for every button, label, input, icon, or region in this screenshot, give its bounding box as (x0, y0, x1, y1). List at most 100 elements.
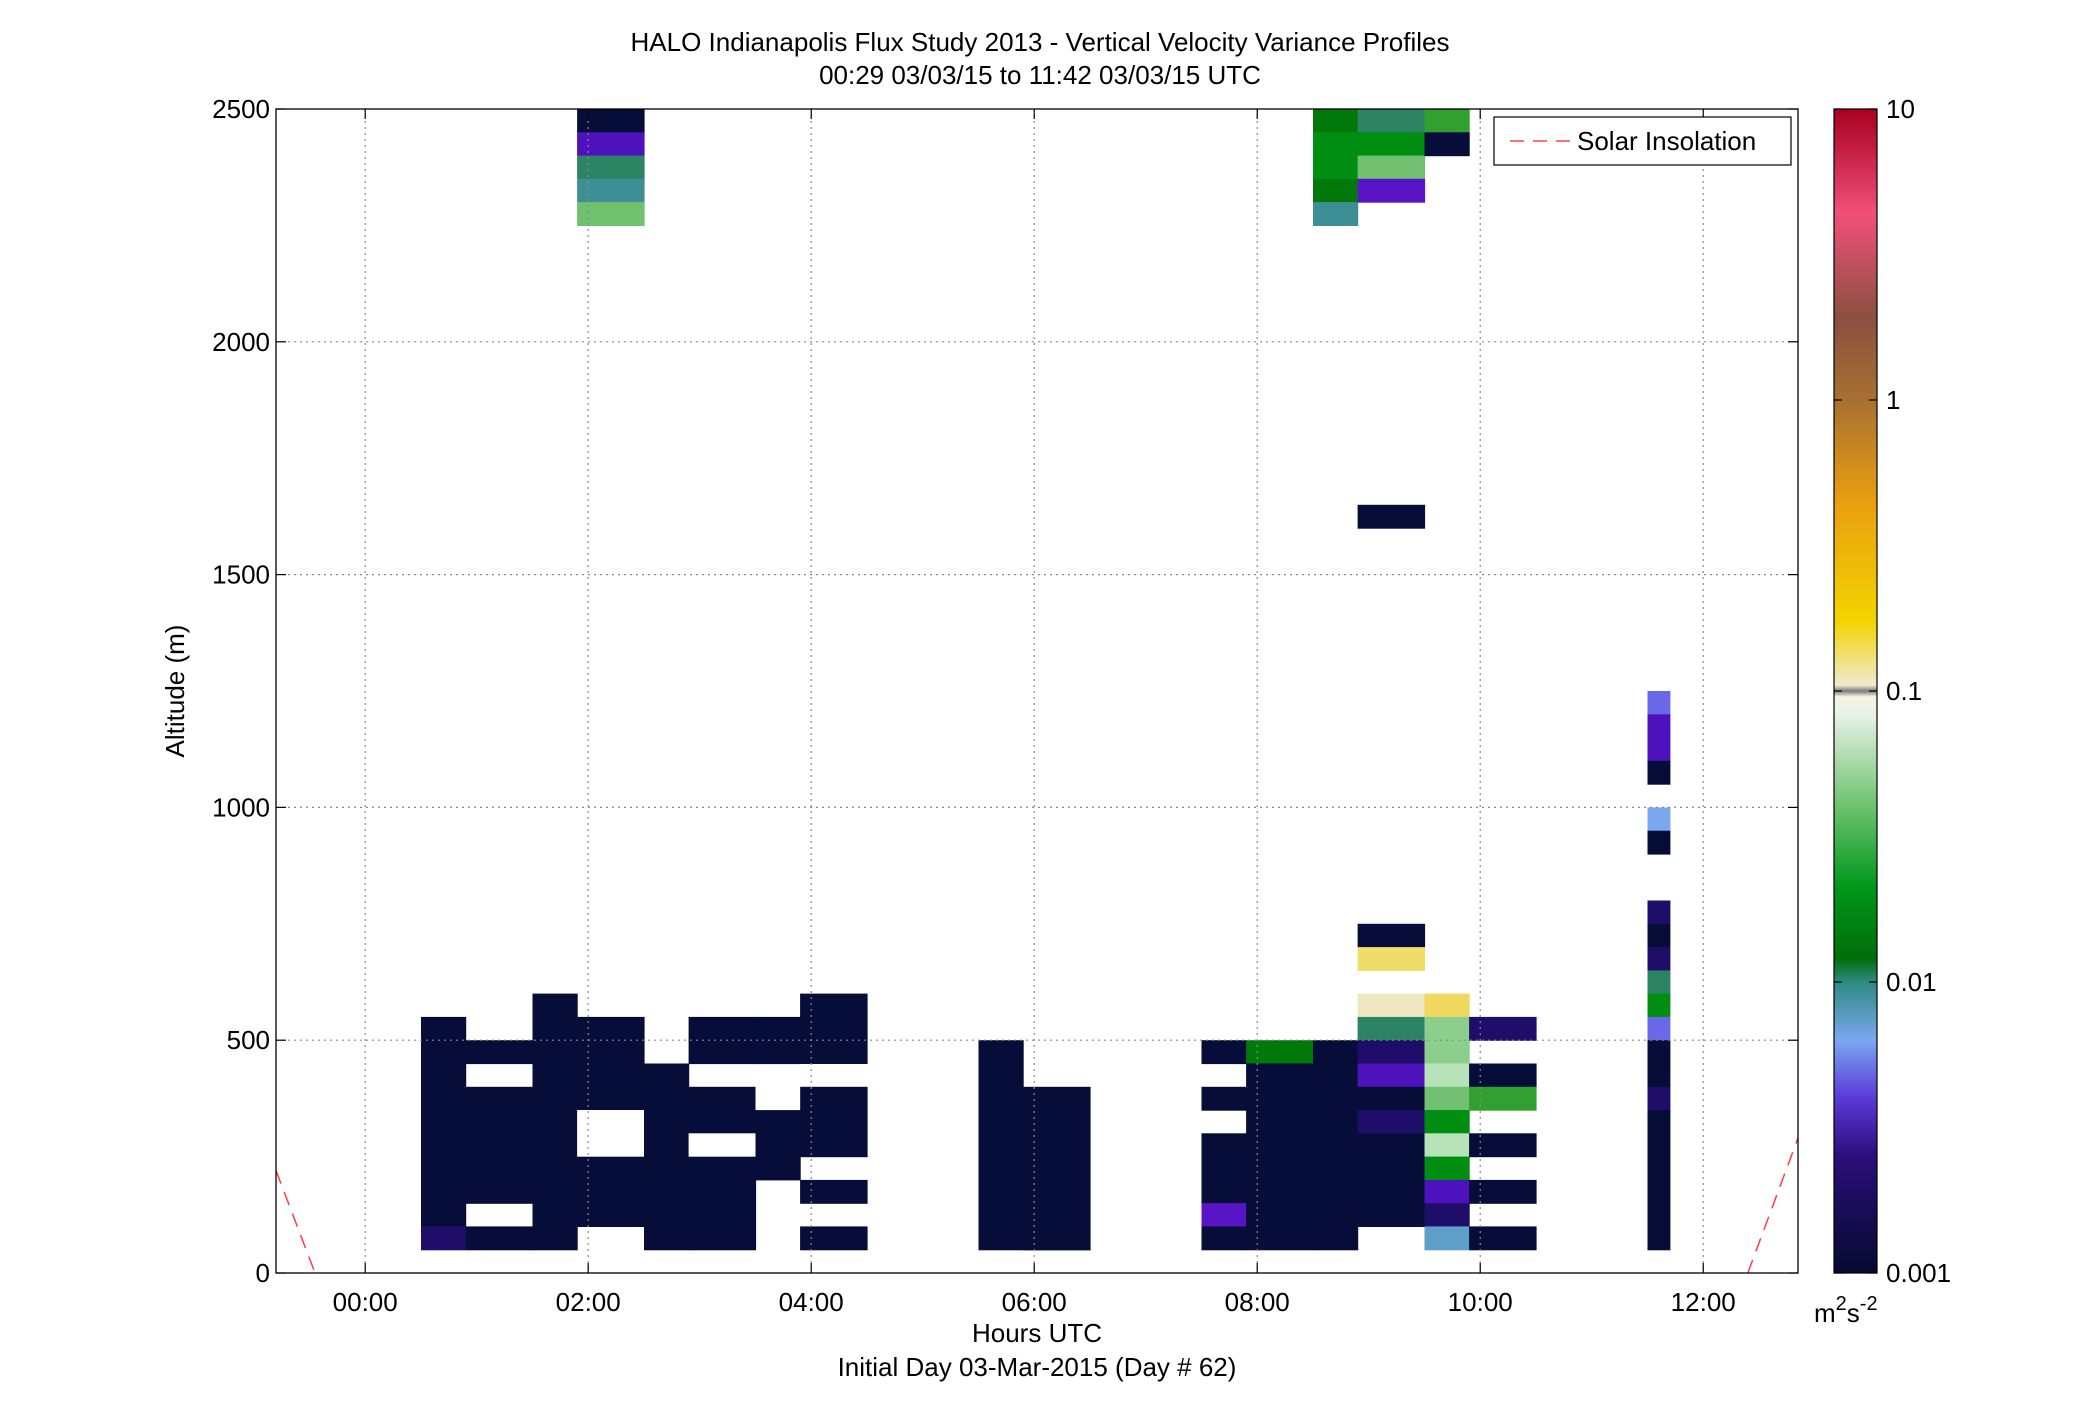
colorbar-unit: m2s-2 (1814, 1293, 1878, 1328)
solar-insolation-line (1747, 1137, 1799, 1274)
heatmap-cell (1647, 970, 1671, 995)
heatmap-gap (755, 1086, 801, 1111)
heatmap-cell (800, 1179, 868, 1204)
x-tick-label: 06:00 (1002, 1287, 1067, 1317)
heatmap-cell (1647, 1110, 1671, 1251)
heatmap-cell (1647, 760, 1671, 785)
colorbar-unit-s: s (1847, 1298, 1860, 1328)
heatmap-cell (1424, 1063, 1470, 1088)
x-tick-label: 02:00 (556, 1287, 621, 1317)
heatmap-cell (465, 1086, 534, 1204)
heatmap-cell (577, 132, 645, 157)
heatmap-cell (1357, 923, 1426, 948)
heatmap-cell (1023, 1086, 1091, 1251)
heatmap-cell (465, 1040, 534, 1065)
colorbar-unit-sup1: 2 (1836, 1293, 1847, 1315)
heatmap-cell (1313, 109, 1359, 133)
heatmap-cell (1647, 830, 1671, 855)
heatmap-cell (1357, 947, 1426, 971)
heatmap-cell (1424, 1156, 1470, 1181)
x-axis-sublabel: Initial Day 03-Mar-2015 (Day # 62) (838, 1352, 1237, 1382)
heatmap-cell (1469, 1063, 1537, 1088)
colorbar-tick-label: 0.001 (1886, 1258, 1951, 1288)
heatmap-cell (1313, 178, 1359, 203)
heatmap-cell (978, 1040, 1024, 1251)
heatmap-cell (1246, 1040, 1314, 1065)
heatmap-cell (1246, 1063, 1314, 1251)
heatmap-cell (1357, 109, 1426, 133)
legend: Solar Insolation (1493, 116, 1792, 166)
grid-lines (276, 109, 1798, 1273)
colorbar-tick-label: 0.1 (1886, 676, 1922, 706)
chart-title: HALO Indianapolis Flux Study 2013 - Vert… (631, 27, 1450, 57)
heatmap-cell (1469, 1179, 1537, 1204)
heatmap-cell (1313, 1040, 1359, 1251)
heatmap-cell (1647, 1086, 1671, 1111)
heatmap-cell (1469, 1016, 1537, 1041)
heatmap-cell (577, 178, 645, 203)
y-tick-label: 1000 (212, 792, 270, 822)
heatmap-gap (577, 1110, 644, 1157)
heatmap-cell (1647, 1040, 1671, 1088)
heatmap-cell (1313, 155, 1359, 180)
heatmap-cell (644, 1063, 690, 1251)
chart-subtitle: 00:29 03/03/15 to 11:42 03/03/15 UTC (819, 60, 1261, 90)
x-axis-label: Hours UTC (972, 1318, 1102, 1348)
heatmap-cell (800, 1086, 868, 1158)
heatmap-cell (1647, 900, 1671, 925)
y-tick-label: 0 (256, 1258, 270, 1288)
solar-insolation-line (275, 1170, 316, 1274)
heatmap-cell (1647, 993, 1671, 1018)
x-tick-label: 04:00 (779, 1287, 844, 1317)
heatmap-cell (532, 993, 578, 1251)
heatmap-cell (1424, 109, 1470, 133)
heatmap-cell (1424, 1086, 1470, 1111)
plot-area (276, 109, 1798, 1273)
colorbar-tick-label: 10 (1886, 94, 1915, 124)
heatmap-cell (1424, 1133, 1470, 1158)
heatmap-cell (465, 1226, 534, 1251)
x-tick-label: 12:00 (1671, 1287, 1736, 1317)
heatmap-cell (577, 109, 645, 133)
heatmap-cell (1313, 202, 1359, 226)
x-axis-ticks: 00:00 02:00 04:00 06:00 08:00 10:00 12:00 (333, 109, 1736, 1317)
heatmap-cell (755, 1110, 801, 1181)
heatmap-cell (1469, 1086, 1537, 1111)
heatmap-cell (1424, 1226, 1470, 1251)
y-axis-label: Altitude (m) (160, 625, 190, 758)
heatmap-cell (577, 1016, 645, 1111)
x-tick-label: 08:00 (1225, 1287, 1290, 1317)
heatmap-cell (1424, 1203, 1470, 1228)
heatmap-cell (1647, 714, 1671, 762)
heatmap-cell (1201, 1226, 1247, 1251)
heatmap-cell (577, 155, 645, 180)
colorbar-unit-sup2: -2 (1860, 1293, 1878, 1315)
heatmap-cell (1647, 807, 1671, 832)
colorbar-tick-label: 0.01 (1886, 967, 1937, 997)
heatmap-cell (1201, 1040, 1247, 1065)
y-tick-label: 2000 (212, 327, 270, 357)
heatmap-cell (1201, 1133, 1247, 1204)
heatmap-cell (1647, 691, 1671, 715)
heatmap-cell (421, 1016, 467, 1227)
heatmap-cell (1357, 1110, 1426, 1134)
heatmap-cell (1469, 1133, 1537, 1158)
y-axis-ticks: 0 500 1000 1500 2000 2500 (212, 94, 1798, 1288)
y-tick-label: 2500 (212, 94, 270, 124)
plot-frame (275, 108, 1799, 1274)
heatmap-cell (688, 1086, 757, 1134)
x-tick-label: 10:00 (1448, 1287, 1513, 1317)
heatmap-cell (1357, 155, 1426, 180)
heatmap-cell (1647, 1016, 1671, 1041)
colorbar-ticks: 0.001 0.01 0.1 1 10 (1834, 94, 1951, 1288)
heatmap-cell (421, 1226, 467, 1251)
y-tick-label: 1500 (212, 560, 270, 590)
heatmap-cell (1357, 1133, 1426, 1227)
solar-insolation-series (275, 1137, 1799, 1274)
colorbar-tick-label: 1 (1886, 385, 1900, 415)
heatmap-cell (1357, 993, 1426, 1018)
heatmap-cell (1424, 993, 1470, 1018)
heatmap-cell (1424, 132, 1470, 157)
heatmap-cell (1647, 947, 1671, 971)
